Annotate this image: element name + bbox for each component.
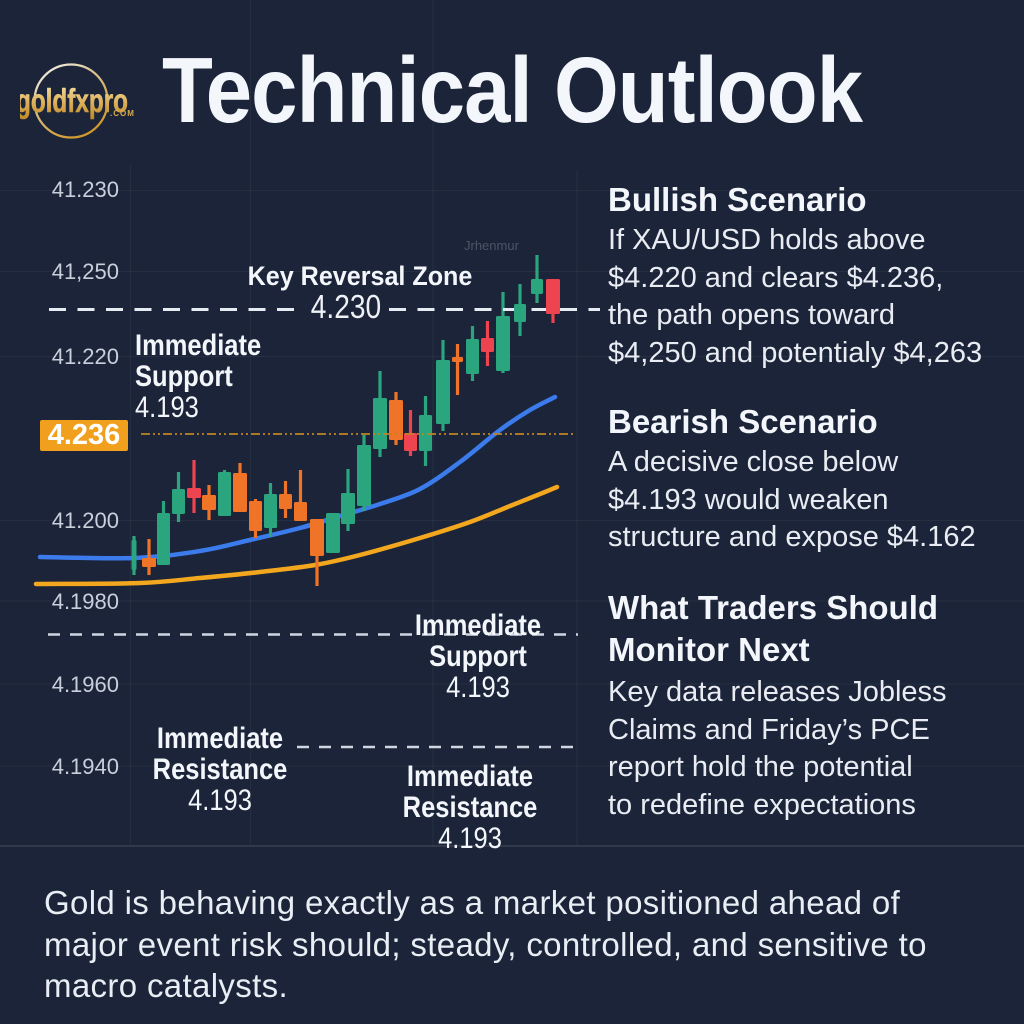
svg-text:goldfxpro: goldfxpro: [20, 82, 128, 119]
svg-text:.COM: .COM: [110, 109, 135, 118]
